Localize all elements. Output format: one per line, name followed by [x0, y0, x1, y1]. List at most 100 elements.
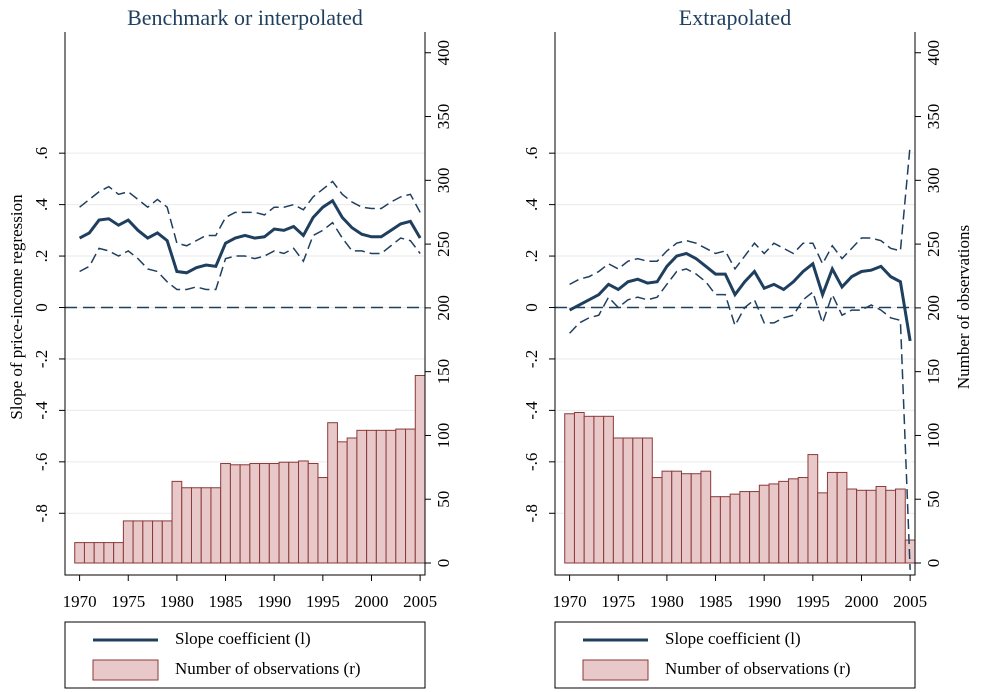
- y2-tick-label: 150: [924, 359, 943, 385]
- bar: [278, 461, 290, 564]
- x-tick-label: 1985: [209, 592, 243, 611]
- bar: [856, 489, 867, 564]
- bar: [181, 487, 192, 564]
- bar: [366, 429, 377, 564]
- y-tick-label: 0: [32, 303, 51, 312]
- bar: [356, 429, 368, 564]
- y-tick-label: 0: [522, 303, 541, 312]
- x-tick-label: 1975: [601, 592, 635, 611]
- bar: [768, 483, 780, 564]
- y2-tick-label: 100: [434, 423, 453, 449]
- y-tick-label: -.6: [32, 453, 51, 471]
- bar: [93, 542, 105, 564]
- bar: [700, 470, 712, 564]
- y2-tick-label: 350: [924, 104, 943, 129]
- bar: [161, 520, 173, 564]
- panel-title: Extrapolated: [679, 5, 791, 30]
- bar: [749, 491, 760, 564]
- slope-line: [78, 198, 422, 275]
- ci-upper: [79, 180, 421, 247]
- bar: [758, 484, 770, 564]
- bar: [875, 485, 887, 564]
- panel-title: Benchmark or interpolated: [127, 5, 363, 30]
- bar: [74, 542, 85, 564]
- bar: [583, 415, 595, 564]
- bar: [171, 480, 183, 564]
- y2-tick-label: 300: [924, 168, 943, 194]
- bar: [113, 542, 124, 564]
- bar: [229, 464, 241, 564]
- y-axis-title: Slope of price-income regression: [7, 194, 26, 420]
- y2-tick-label: 200: [434, 295, 453, 321]
- bar: [336, 441, 348, 564]
- bar: [690, 473, 702, 564]
- y-tick-label: -.8: [522, 504, 541, 522]
- ci-lower: [79, 221, 421, 291]
- bar: [593, 415, 605, 564]
- legend-swatch: [92, 659, 159, 681]
- y2-tick-label: 350: [434, 104, 453, 129]
- x-tick-label: 2005: [893, 592, 927, 611]
- bar: [268, 463, 280, 564]
- bar: [671, 470, 682, 564]
- bar: [142, 520, 154, 564]
- x-tick-label: 1990: [747, 592, 781, 611]
- bar: [288, 461, 300, 564]
- legend-label: Slope coefficient (l): [175, 629, 311, 648]
- x-tick-label: 1990: [257, 592, 291, 611]
- x-tick-label: 1995: [306, 592, 340, 611]
- bar: [885, 489, 897, 564]
- legend-label: Number of observations (r): [665, 659, 851, 678]
- y2-tick-label: 400: [924, 40, 943, 66]
- bar: [259, 463, 270, 564]
- y-tick-label: .2: [32, 250, 51, 263]
- bar: [651, 477, 663, 564]
- ci-upper: [569, 145, 911, 286]
- bar: [346, 437, 358, 564]
- bar: [807, 454, 819, 564]
- x-tick-label: 2000: [354, 592, 388, 611]
- bar: [375, 429, 387, 564]
- y-tick-label: .4: [32, 198, 51, 211]
- bar: [642, 437, 653, 564]
- bar: [210, 487, 222, 564]
- x-tick-label: 2000: [844, 592, 878, 611]
- bar: [817, 492, 828, 564]
- bar: [739, 491, 751, 564]
- legend-label: Slope coefficient (l): [665, 629, 801, 648]
- y2-tick-label: 300: [434, 168, 453, 194]
- x-tick-label: 1975: [111, 592, 145, 611]
- x-tick-label: 1980: [650, 592, 684, 611]
- bar: [826, 471, 838, 564]
- bar: [564, 413, 575, 564]
- bar: [680, 473, 692, 564]
- x-tick-label: 1995: [796, 592, 830, 611]
- bar: [710, 496, 721, 564]
- bar: [122, 520, 134, 564]
- bar: [895, 488, 906, 564]
- bar: [865, 489, 877, 564]
- bar: [395, 428, 407, 564]
- bar: [729, 493, 741, 564]
- y-tick-label: .6: [32, 147, 51, 160]
- bar: [603, 415, 614, 564]
- bar: [317, 477, 329, 564]
- y-tick-label: -.2: [522, 350, 541, 368]
- axes: [554, 32, 916, 576]
- bar: [298, 460, 309, 564]
- bar: [719, 496, 731, 564]
- y-tick-label: -.6: [522, 453, 541, 471]
- y-tick-label: .6: [522, 147, 541, 160]
- y-tick-label: -.8: [32, 504, 51, 522]
- y2-tick-label: 0: [924, 559, 943, 568]
- bar: [239, 464, 251, 564]
- x-tick-label: 1970: [63, 592, 97, 611]
- bar: [132, 520, 144, 564]
- bar: [661, 470, 673, 564]
- bar: [220, 463, 231, 564]
- bar: [327, 422, 338, 564]
- y2-tick-label: 50: [924, 491, 943, 508]
- bar: [573, 411, 585, 564]
- bar: [249, 463, 261, 564]
